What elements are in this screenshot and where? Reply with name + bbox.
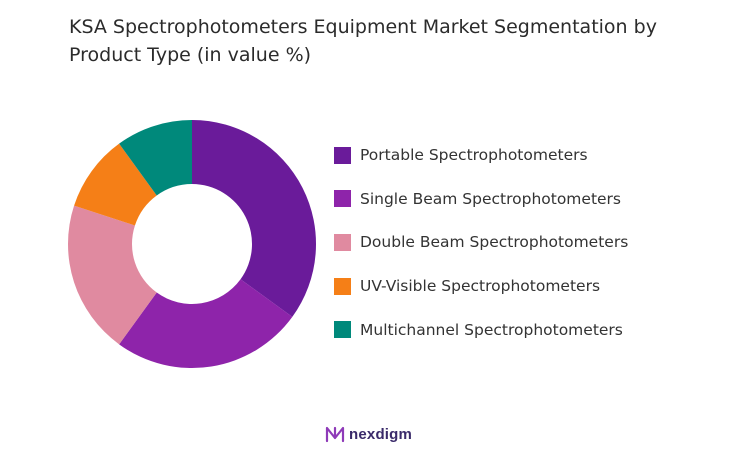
slice-double-beam-spectrophotometers [68, 205, 157, 345]
chart-title: KSA Spectrophotometers Equipment Market … [69, 16, 657, 66]
legend-swatch [334, 190, 351, 208]
legend-item: Multichannel Spectrophotometers [334, 319, 628, 341]
slice-uv-visible-spectrophotometers [74, 143, 157, 226]
slice-portable-spectrophotometers [192, 120, 316, 317]
legend-label: Multichannel Spectrophotometers [360, 320, 623, 339]
logo-text: nexdigm [349, 425, 413, 443]
donut-chart [68, 120, 316, 368]
legend-label: Single Beam Spectrophotometers [360, 189, 622, 208]
legend-swatch [334, 277, 351, 295]
nexdigm-logo: nexdigm [325, 424, 412, 444]
legend-item: Single Beam Spectrophotometers [334, 188, 628, 210]
slice-single-beam-spectrophotometers [119, 279, 293, 368]
legend-swatch [334, 321, 351, 339]
legend-label: UV-Visible Spectrophotometers [360, 277, 601, 296]
legend-item: Double Beam Spectrophotometers [334, 231, 628, 253]
legend-label: Portable Spectrophotometers [360, 146, 588, 164]
legend-item: UV-Visible Spectrophotometers [334, 275, 628, 297]
chart-legend: Portable Spectrophotometers Single Beam S… [334, 144, 628, 362]
slice-multichannel-spectrophotometers [119, 120, 192, 196]
legend-swatch [334, 146, 351, 164]
legend-swatch [334, 233, 351, 251]
legend-label: Double Beam Spectrophotometers [360, 233, 629, 252]
legend-item: Portable Spectrophotometers [334, 144, 628, 166]
nexdigm-logo-icon [325, 426, 345, 443]
